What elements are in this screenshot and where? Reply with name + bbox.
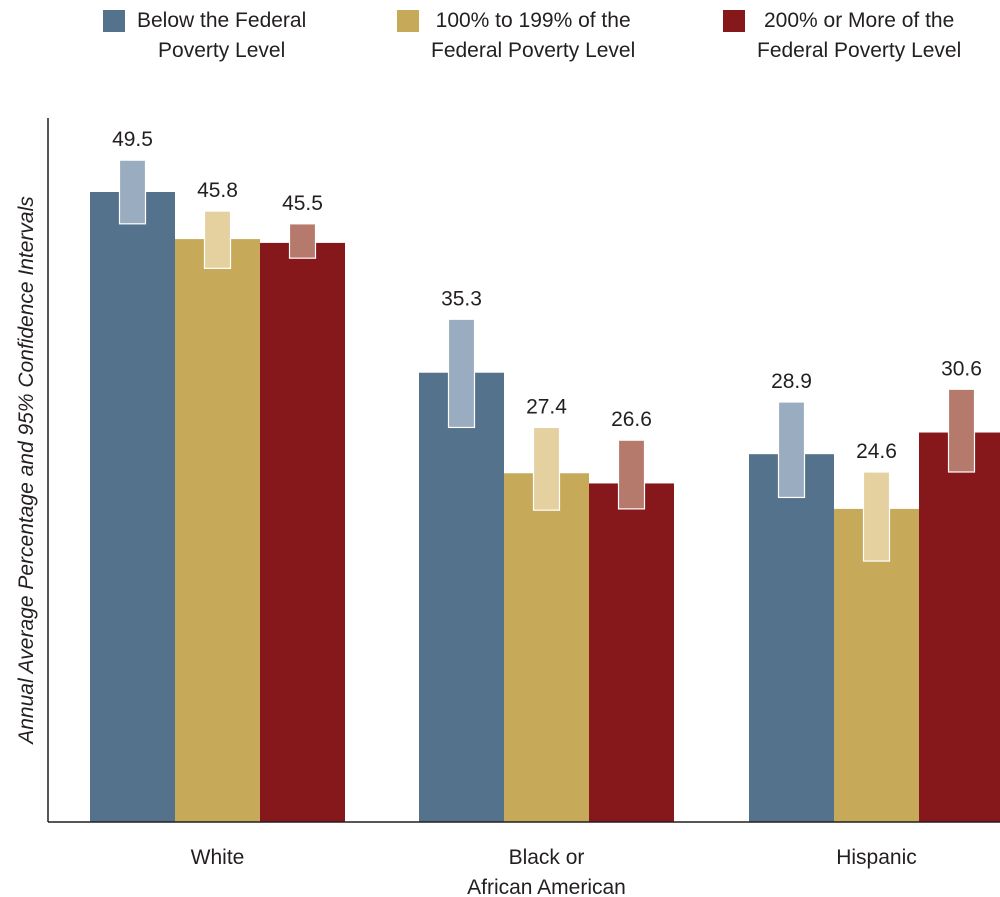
legend-swatch-200-plus-fpl bbox=[723, 10, 745, 32]
value-label-0-1: 45.8 bbox=[197, 179, 238, 202]
legend-item-below-fpl: Below the Federal Poverty Level bbox=[103, 6, 306, 66]
category-label-2: Hispanic bbox=[836, 846, 917, 869]
legend-item-200-plus-fpl: 200% or More of the Federal Poverty Leve… bbox=[723, 6, 961, 66]
ci-1-0 bbox=[447, 318, 476, 429]
ci-0-2 bbox=[288, 223, 317, 259]
ci-1-2 bbox=[617, 439, 646, 510]
value-label-0-0: 49.5 bbox=[112, 128, 153, 151]
legend-label-200-plus-fpl: 200% or More of the Federal Poverty Leve… bbox=[757, 9, 962, 62]
ci-0-1 bbox=[203, 210, 232, 269]
value-labels-layer: 49.5 45.8 45.5 35.3 27.4 26.6 28.9 24.6 30.6 bbox=[112, 128, 982, 463]
value-label-2-2: 30.6 bbox=[941, 357, 982, 380]
category-label-0: White bbox=[191, 846, 245, 869]
confidence-intervals-layer bbox=[118, 159, 976, 562]
value-label-1-0: 35.3 bbox=[441, 287, 482, 310]
category-labels-layer: White Black or African American Hispanic bbox=[191, 846, 917, 897]
bar-1-0 bbox=[419, 372, 504, 822]
legend-item-100-199-fpl: 100% to 199% of the Federal Poverty Leve… bbox=[397, 6, 635, 66]
bars-layer bbox=[90, 192, 1000, 823]
bar-0-1 bbox=[175, 239, 260, 822]
ci-2-2 bbox=[947, 388, 976, 473]
value-label-1-2: 26.6 bbox=[611, 408, 652, 431]
legend-label-below-fpl: Below the Federal Poverty Level bbox=[137, 9, 307, 62]
legend-swatch-below-fpl bbox=[103, 10, 125, 32]
value-label-2-0: 28.9 bbox=[771, 370, 812, 393]
legend-label-100-199-fpl: 100% to 199% of the Federal Poverty Leve… bbox=[431, 9, 636, 62]
legend-swatch-100-199-fpl bbox=[397, 10, 419, 32]
bar-2-0 bbox=[749, 454, 834, 822]
bar-1-1 bbox=[504, 473, 589, 822]
y-axis-label: Annual Average Percentage and 95% Confid… bbox=[15, 196, 38, 746]
bar-0-2 bbox=[260, 242, 345, 823]
value-label-1-1: 27.4 bbox=[526, 395, 567, 418]
ci-2-0 bbox=[777, 401, 806, 499]
bar-1-2 bbox=[589, 483, 674, 822]
value-label-2-1: 24.6 bbox=[856, 440, 897, 463]
ci-2-1 bbox=[862, 471, 891, 562]
value-label-0-2: 45.5 bbox=[282, 192, 323, 215]
category-label-1: Black or African American bbox=[467, 846, 626, 897]
ci-0-0 bbox=[118, 159, 147, 225]
bar-0-0 bbox=[90, 192, 175, 822]
ci-1-1 bbox=[532, 426, 561, 511]
bar-2-2 bbox=[919, 432, 1000, 822]
legend: Below the Federal Poverty Level 100% to … bbox=[0, 6, 1000, 76]
